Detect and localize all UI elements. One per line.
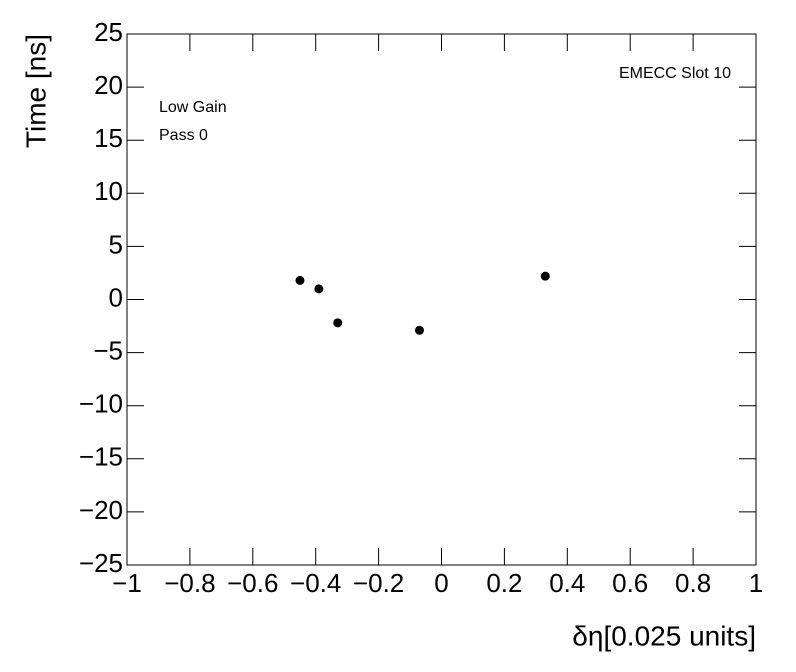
x-tick-label: 0.2: [486, 568, 522, 598]
y-tick-label: −25: [79, 548, 123, 578]
point: [333, 318, 343, 328]
x-tick-label: −0.8: [164, 568, 215, 598]
point: [540, 271, 550, 281]
x-tick-label: −0.2: [353, 568, 404, 598]
annotation: Pass 0: [159, 127, 208, 144]
point: [414, 325, 424, 335]
x-tick-label: 0.8: [675, 568, 711, 598]
x-axis-title: δη[0.025 units]: [572, 620, 756, 651]
y-tick-label: −10: [79, 389, 123, 419]
annotation: Low Gain: [159, 99, 227, 116]
x-tick-label: 0.6: [612, 568, 648, 598]
y-tick-label: 25: [94, 17, 123, 47]
x-tick-label: −0.4: [290, 568, 341, 598]
y-axis-title: Time [ns]: [20, 34, 51, 148]
y-tick-label: 20: [94, 70, 123, 100]
y-tick-label: 10: [94, 176, 123, 206]
point: [295, 275, 305, 285]
point: [314, 284, 324, 294]
y-tick-label: 0: [109, 282, 123, 312]
y-tick-label: −5: [93, 335, 123, 365]
y-tick-label: 15: [94, 123, 123, 153]
x-tick-label: 1: [749, 568, 763, 598]
x-tick-label: 0.4: [549, 568, 585, 598]
x-tick-label: −0.6: [227, 568, 278, 598]
x-tick-label: −1: [112, 568, 142, 598]
y-tick-label: −15: [79, 442, 123, 472]
annotation: EMECC Slot 10: [619, 65, 731, 82]
y-tick-label: −20: [79, 495, 123, 525]
y-tick-label: 5: [109, 229, 123, 259]
x-tick-label: 0: [434, 568, 448, 598]
